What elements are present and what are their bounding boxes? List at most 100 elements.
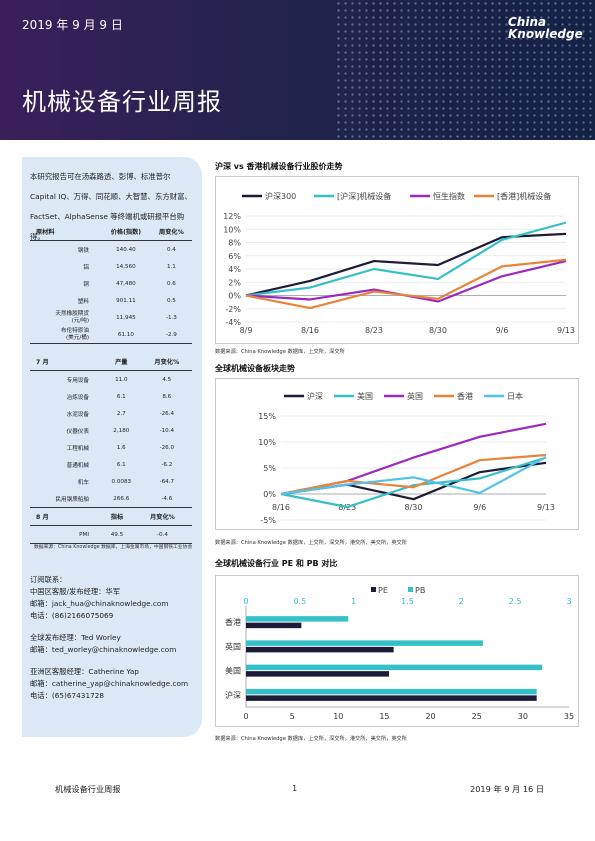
pb-tick-label: 0 bbox=[243, 597, 248, 606]
pmi-table: 8 月指标 月变化% PMI 49.5 -0.4 bbox=[30, 507, 192, 544]
pb-tick-label: 2.5 bbox=[509, 597, 522, 606]
contact-line: 中国区客服/发布经理：华军 bbox=[30, 587, 121, 596]
table-cell: -0.4 bbox=[132, 525, 192, 544]
contact-line[interactable]: 邮箱：ted_worley@chinaknowledge.com bbox=[30, 645, 177, 654]
y-tick-label: 0% bbox=[263, 490, 276, 499]
contact-line[interactable]: 邮箱：catherine_yap@chinaknowledge.com bbox=[30, 679, 189, 688]
footer-title: 机械设备行业周报 bbox=[55, 784, 121, 794]
bar-pb-香港 bbox=[246, 616, 349, 622]
table-cell: 仪器仪表 bbox=[66, 428, 89, 435]
category-label: 美国 bbox=[225, 666, 241, 676]
table-row: 布伦特原油 (美元/桶) 61.10 -2.9 bbox=[30, 326, 192, 344]
table-header: 月变化% bbox=[141, 352, 192, 371]
production-table: 7 月产量 月变化% 专用设备 11.0 4.5 冶炼设备 6.1 8.6 水泥设备 2.7 -26… bbox=[30, 352, 192, 508]
table-cell: 布伦特原油 (美元/桶) bbox=[30, 326, 101, 344]
table-cell: -1.3 bbox=[165, 314, 177, 321]
bar-pb-英国 bbox=[246, 640, 483, 646]
table-cell: 1.6 bbox=[116, 444, 126, 451]
table-cell: 61.10 bbox=[101, 326, 151, 344]
x-tick-label: 9/6 bbox=[496, 326, 509, 335]
table-cell: 4.5 bbox=[162, 376, 172, 383]
chart1-frame: 12% 10% 8% 6% 4% 2% 0% -2% -4% 8/9 8/16 8/23 8/30 9/6… bbox=[215, 176, 579, 344]
china-knowledge-logo: China Knowledge bbox=[508, 16, 583, 40]
logo-line-2: Knowledge bbox=[508, 27, 583, 41]
table-row: 水泥设备 2.7 -26.4 bbox=[30, 405, 192, 422]
table-cell: 专用设备 bbox=[66, 377, 89, 384]
series-line-[沪深]机械设备 bbox=[245, 221, 567, 297]
legend-label: [香港]机械设备 bbox=[497, 191, 551, 201]
table-header: 指标 bbox=[101, 507, 133, 526]
x-tick-label: 8/30 bbox=[405, 503, 423, 512]
table-row: 民用钢质船舶 266.6 -4.6 bbox=[30, 490, 192, 508]
table-cell: -26.4 bbox=[159, 410, 175, 417]
legend-swatch bbox=[408, 587, 413, 592]
contact-line: 电话：(86)2166075069 bbox=[30, 611, 114, 620]
table-cell: 机车 bbox=[77, 479, 89, 486]
x-tick-label: 8/16 bbox=[301, 326, 319, 335]
table-row: PMI 49.5 -0.4 bbox=[30, 525, 192, 544]
pb-tick-label: 2 bbox=[459, 597, 464, 606]
page-number: 1 bbox=[292, 783, 298, 793]
legend-label: 恒生指数 bbox=[433, 191, 465, 201]
table-cell: -6.2 bbox=[161, 461, 173, 468]
table-cell: -26.0 bbox=[159, 444, 175, 451]
table-row: 塑料 901.11 0.5 bbox=[30, 292, 192, 309]
table-header: 周变化% bbox=[150, 222, 192, 241]
bar-pb-沪深 bbox=[246, 688, 537, 695]
chart2-title: 全球机械设备板块走势 bbox=[215, 364, 295, 373]
table-cell: 49.5 bbox=[101, 525, 133, 544]
legend-label: 美国 bbox=[357, 391, 373, 401]
table-cell: 0.5 bbox=[166, 297, 176, 304]
y-tick-label: -5% bbox=[260, 516, 276, 525]
bar-pe-美国 bbox=[246, 671, 390, 677]
contact-line[interactable]: 邮箱：jack_hua@chinaknowledge.com bbox=[30, 599, 169, 608]
table-cell: 266.6 bbox=[101, 490, 142, 508]
table-cell: PMI bbox=[30, 525, 101, 544]
table-row: 铜 47,480 0.6 bbox=[30, 275, 192, 292]
table-cell: 901.11 bbox=[116, 297, 136, 304]
dot-pattern bbox=[335, 0, 595, 140]
table-cell: -64.7 bbox=[159, 478, 175, 485]
table-cell: 水泥设备 bbox=[66, 411, 89, 418]
chart2-frame: 15% 10% 5% 0% -5% 8/16 8/23 8/30 9/6 9/13 沪深 美国 英国 香港… bbox=[215, 378, 579, 530]
series-line-[香港]机械设备 bbox=[245, 258, 567, 310]
y-tick-label: 5% bbox=[263, 464, 276, 473]
x-tick-label: 9/13 bbox=[537, 503, 555, 512]
sidebar-panel bbox=[22, 157, 202, 737]
spacer bbox=[30, 656, 188, 666]
table-cell: 0.4 bbox=[166, 246, 176, 253]
legend-label: 沪深 bbox=[307, 391, 323, 401]
legend-label: PE bbox=[378, 586, 388, 595]
pb-tick-label: 0.5 bbox=[293, 597, 306, 606]
x-tick-label: 8/16 bbox=[272, 503, 290, 512]
logo-line-1: China bbox=[508, 15, 547, 29]
table-cell: 铜 bbox=[83, 281, 89, 288]
x-tick-label: 9/6 bbox=[473, 503, 486, 512]
chart2-source: 数据来源：China Knowledge 数据库，上交所，深交所，港交所，美交所… bbox=[215, 540, 407, 546]
table-row: 专用设备 11.0 4.5 bbox=[30, 371, 192, 389]
x-tick-label: 8/23 bbox=[365, 326, 383, 335]
table-row: 仪器仪表 2,180 -10.4 bbox=[30, 422, 192, 439]
table-row: 天然橡胶期货 (元/吨) 11,945 -1.3 bbox=[30, 309, 192, 326]
contact-line: 订阅联系： bbox=[30, 575, 67, 584]
series-line-日本 bbox=[280, 456, 547, 496]
bar-pe-沪深 bbox=[246, 695, 537, 701]
y-tick-label: 12% bbox=[223, 212, 241, 221]
table-cell: 塑料 bbox=[77, 298, 89, 305]
category-label: 沪深 bbox=[225, 690, 241, 700]
table-header: 价格(指数) bbox=[101, 222, 151, 241]
pe-tick-label: 15 bbox=[379, 712, 389, 721]
table-row: 机车 0.0083 -64.7 bbox=[30, 473, 192, 490]
chart3-title: 全球机械设备行业 PE 和 PB 对比 bbox=[215, 559, 338, 568]
table-cell: 11.0 bbox=[115, 376, 128, 383]
table-header: 原材料 bbox=[30, 222, 101, 241]
report-title: 机械设备行业周报 bbox=[22, 88, 222, 116]
y-tick-label: 4% bbox=[228, 265, 241, 274]
footer-date: 2019 年 9 月 16 日 bbox=[470, 784, 545, 794]
contact-line: 全球发布经理：Ted Worley bbox=[30, 633, 121, 642]
table-cell: 11,945 bbox=[116, 314, 136, 321]
table-cell: 钢铁 bbox=[77, 247, 89, 254]
table-cell: 2,180 bbox=[113, 427, 130, 434]
raw-material-table: 原材料 价格(指数) 周变化% 钢铁 140.40 0.4 铝 14,560 1.1 铜 47,48… bbox=[30, 222, 192, 344]
table-row: 工程机械 1.6 -26.0 bbox=[30, 439, 192, 456]
